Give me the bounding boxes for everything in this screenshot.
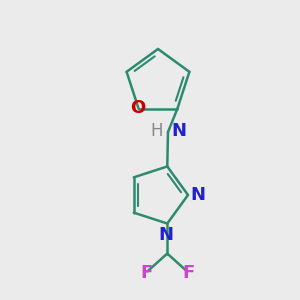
Text: N: N — [159, 226, 174, 244]
Text: O: O — [130, 99, 145, 117]
Text: N: N — [190, 186, 205, 204]
Text: F: F — [182, 263, 194, 281]
Text: F: F — [140, 263, 152, 281]
Text: H: H — [151, 122, 163, 140]
Text: N: N — [171, 122, 186, 140]
